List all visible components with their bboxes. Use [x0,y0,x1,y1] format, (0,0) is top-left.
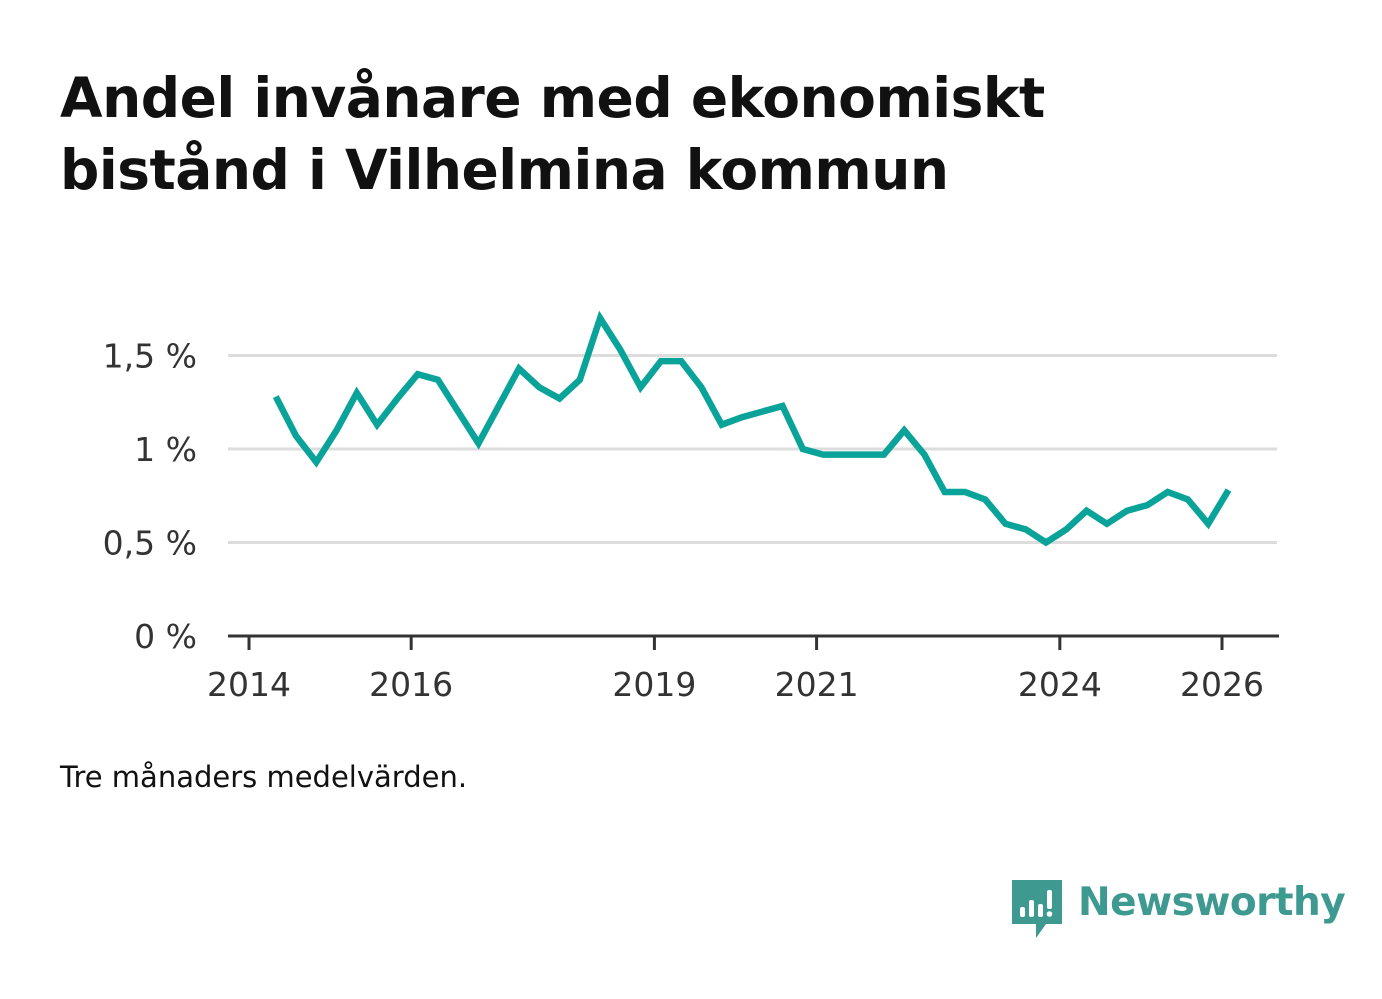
grid-lines [228,354,1277,544]
y-tick-label: 1,5 % [103,337,197,376]
newsworthy-chart-logo-icon [1012,880,1062,938]
y-tick-label: 0,5 % [103,524,197,563]
x-tick-label: 2019 [612,665,696,704]
x-tick-label: 2024 [1018,665,1102,704]
y-axis-labels: 0 % 0,5 % 1 % 1,5 % [103,337,197,657]
y-tick-label: 1 % [134,430,197,469]
y-tick-label: 0 % [134,617,197,656]
chart-caption: Tre månaders medelvärden. [60,760,468,794]
series-layer [272,310,1232,547]
x-tick-label: 2021 [775,665,859,704]
x-tick-label: 2014 [207,665,291,704]
chart-title: Andel invånare med ekonomiskt bistånd i … [60,62,1260,206]
x-axis: 2014 2016 2019 2021 2024 2026 [207,634,1279,704]
brand-name: Newsworthy [1078,880,1346,925]
brand-logo: Newsworthy [1012,878,1346,942]
x-tick-label: 2026 [1180,665,1264,704]
chart-title-line-1: Andel invånare med ekonomiskt [60,66,1045,130]
series-line-0 [272,310,1232,547]
x-tick-label: 2016 [369,665,453,704]
chart-title-line-2: bistånd i Vilhelmina kommun [60,138,949,202]
